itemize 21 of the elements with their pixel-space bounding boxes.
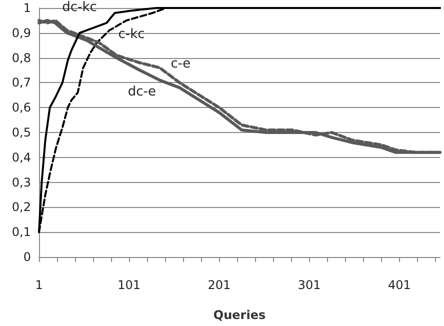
y-tick-label: 0,3	[12, 175, 31, 190]
y-tick-label: 0,4	[12, 150, 31, 164]
y-tick-label: 0,9	[12, 26, 31, 40]
x-axis-title: Queries	[213, 308, 266, 322]
series-label: dc-e	[128, 84, 156, 100]
x-tick-label: 201	[208, 278, 231, 292]
series-label: c-e	[170, 56, 191, 72]
x-tick-label: 401	[388, 278, 411, 292]
y-tick-label: 0,5	[12, 126, 31, 140]
series-label: c-kc	[118, 26, 145, 42]
x-tick-label: 301	[298, 278, 321, 292]
series-label: dc-kc	[62, 0, 97, 15]
y-tick-label: 0,6	[12, 100, 31, 115]
y-tick-label: 0,2	[12, 200, 31, 214]
y-tick-label: 1	[23, 1, 31, 15]
y-tick-label: 0	[23, 250, 31, 264]
y-tick-label: 0,1	[12, 225, 31, 240]
x-tick-label: 101	[118, 278, 141, 292]
y-tick-label: 0,8	[12, 50, 31, 65]
y-tick-label: 0,7	[12, 76, 31, 90]
x-tick-label: 1	[35, 278, 43, 292]
